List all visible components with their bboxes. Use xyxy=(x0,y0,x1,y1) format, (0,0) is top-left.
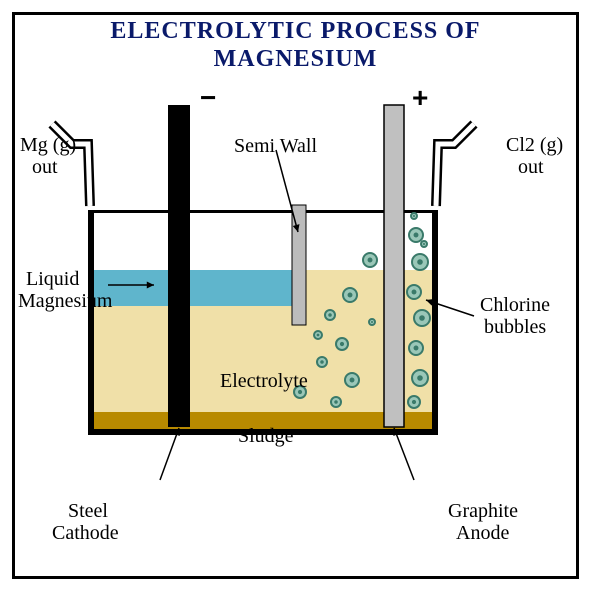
label-cathode-2: Cathode xyxy=(52,522,119,544)
cathode-sign-icon: − xyxy=(200,82,216,114)
label-liquid-mg-1: Liquid xyxy=(26,268,79,290)
label-sludge: Sludge xyxy=(238,425,294,447)
anode-sign-icon: + xyxy=(412,82,428,114)
label-cl2-out-2: out xyxy=(518,156,544,178)
label-mg-out-2: out xyxy=(32,156,58,178)
label-liquid-mg-2: Magnesium xyxy=(18,290,112,312)
label-anode-1: Graphite xyxy=(448,500,518,522)
canvas: ELECTROLYTIC PROCESS OF MAGNESIUM − + Mg… xyxy=(0,0,591,591)
label-electrolyte: Electrolyte xyxy=(220,370,308,392)
label-anode-2: Anode xyxy=(456,522,509,544)
label-cl2-out-1: Cl2 (g) xyxy=(506,134,563,156)
label-cathode-1: Steel xyxy=(68,500,108,522)
label-chlorine-1: Chlorine xyxy=(480,294,550,316)
label-semi-wall: Semi Wall xyxy=(234,135,317,157)
label-chlorine-2: bubbles xyxy=(484,316,546,338)
label-mg-out-1: Mg (g) xyxy=(20,134,76,156)
